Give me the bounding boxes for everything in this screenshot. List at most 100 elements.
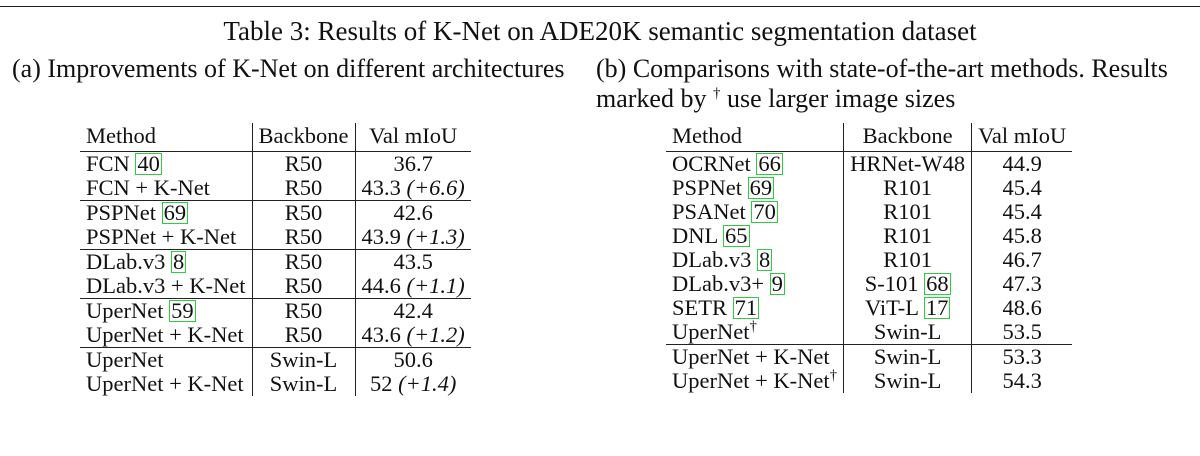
miou-value: 42.4 (393, 298, 433, 323)
method-name: UperNet (86, 298, 170, 323)
table-row: PSPNet 69 R101 45.4 (666, 176, 1072, 200)
miou-delta: (+1.1) (406, 273, 465, 298)
dagger-mark: † (749, 318, 757, 335)
miou-cell: 45.4 (1002, 175, 1042, 200)
backbone-name: Swin-L (873, 319, 942, 344)
method-name: DLab.v3 (86, 249, 171, 274)
backbone-cell: R50 (252, 176, 356, 201)
method-cell: PSPNet 69 (80, 200, 253, 225)
method-cell: DLab.v3+ 9 (666, 271, 845, 296)
miou-cell: 36.7 (355, 152, 471, 177)
backbone-cell: R50 (252, 323, 356, 348)
backbone-cell: R50 (252, 298, 356, 323)
table-row: PSPNet + K-Net R50 43.9 (+1.3) (80, 225, 471, 250)
table-b: Method Backbone Val mIoU OCRNet 66 HRNet-… (666, 123, 1073, 393)
backbone-cell: R50 (252, 249, 356, 274)
miou-value: 36.7 (393, 151, 433, 176)
table-row: UperNet + K-Net† Swin-L 54.3 (666, 368, 1072, 393)
method-cell: OCRNet 66 (666, 151, 845, 176)
miou-value: 43.6 (361, 322, 407, 347)
miou-cell: 53.3 (971, 344, 1073, 369)
backbone-name: R101 (883, 175, 933, 200)
subcaption-b-text: (b) Comparisons with state-of-the-art me… (596, 54, 1168, 113)
header-method: Method (666, 123, 845, 152)
miou-cell: 42.4 (355, 298, 471, 323)
miou-delta: (+6.6) (406, 175, 465, 200)
citation-link[interactable]: 9 (769, 271, 785, 296)
table-row: DLab.v3 + K-Net R50 44.6 (+1.1) (80, 274, 471, 299)
method-cell: PSPNet + K-Net (80, 224, 253, 250)
method-cell: UperNet + K-Net† (666, 368, 845, 393)
table-row: DLab.v3+ 9 S-101 68 47.3 (666, 272, 1072, 296)
citation-link[interactable]: 8 (756, 247, 773, 272)
miou-value: 52 (369, 371, 399, 396)
backbone-cell: R50 (252, 200, 356, 225)
citation-link[interactable]: 70 (751, 199, 778, 224)
backbone-name: Swin-L (873, 344, 942, 369)
top-rule (0, 0, 1200, 7)
backbone-cell: R101 (843, 248, 973, 272)
method-name: FCN (86, 151, 136, 176)
backbone-cell: R50 (252, 151, 356, 176)
dagger-mark: † (712, 85, 721, 102)
miou-cell: 45.4 (1002, 199, 1042, 224)
citation-link[interactable]: 40 (135, 151, 162, 176)
backbone-cell: Swin-L (843, 368, 973, 393)
miou-cell: 43.5 (355, 249, 471, 274)
table-row: FCN + K-Net R50 43.3 (+6.6) (80, 176, 471, 201)
citation-link[interactable]: 68 (924, 271, 951, 296)
method-name: PSPNet + K-Net (86, 224, 237, 249)
table-row: UperNet† Swin-L 53.5 (666, 318, 1072, 345)
method-name: PSPNet (86, 200, 162, 225)
miou-cell: 48.6 (1002, 295, 1042, 320)
miou-cell: 54.3 (1002, 368, 1042, 393)
table-row: UperNet + K-Net Swin-L 53.3 (666, 344, 1073, 369)
header-method: Method (80, 123, 253, 152)
citation-link[interactable]: 71 (732, 295, 760, 320)
miou-value: 43.9 (361, 224, 407, 249)
method-cell: FCN 40 (80, 151, 253, 176)
method-name: SETR (672, 295, 733, 320)
miou-cell: 44.6 (+1.1) (355, 274, 471, 299)
method-name: DNL (672, 223, 724, 248)
miou-delta: (+1.3) (406, 224, 465, 249)
backbone-cell: ViT-L 17 (843, 295, 973, 320)
citation-link[interactable]: 8 (170, 249, 187, 274)
table-row: OCRNet 66 HRNet-W48 44.9 (666, 151, 1072, 176)
method-cell: SETR 71 (666, 295, 845, 320)
method-name: UperNet + K-Net (86, 322, 244, 347)
miou-value: 42.6 (393, 200, 433, 225)
backbone-cell: R101 (843, 200, 973, 224)
miou-cell: 43.9 (+1.3) (355, 225, 471, 250)
miou-value: 50.6 (393, 347, 433, 372)
backbone-cell: R101 (843, 223, 973, 248)
miou-cell: 44.9 (1002, 151, 1042, 176)
method-cell: UperNet + K-Net (80, 322, 253, 348)
miou-cell: 47.3 (1002, 271, 1042, 296)
method-name: OCRNet (672, 151, 757, 176)
citation-link[interactable]: 17 (923, 295, 951, 320)
table-a-body: FCN 40 R50 36.7 FCN + K-Net R50 43.3 (+6.6) PS… (80, 151, 471, 396)
table-a: Method Backbone Val mIoU FCN 40 R50 36.7 FC… (80, 123, 471, 396)
citation-link[interactable]: 59 (169, 298, 196, 323)
citation-link[interactable]: 69 (161, 200, 189, 225)
citation-link[interactable]: 69 (747, 175, 775, 200)
table-row: DLab.v3 8 R50 43.5 (80, 249, 471, 274)
backbone-name: R101 (883, 223, 933, 248)
method-name: PSANet (672, 199, 752, 224)
table-row: UperNet + K-Net Swin-L 52 (+1.4) (80, 372, 471, 396)
miou-cell: 45.8 (1002, 223, 1042, 248)
method-cell: DLab.v3 8 (80, 249, 253, 274)
citation-link[interactable]: 66 (756, 151, 783, 176)
method-name: UperNet + K-Net (672, 368, 830, 393)
table-row: SETR 71 ViT-L 17 48.6 (666, 296, 1072, 320)
miou-delta: (+1.4) (398, 371, 457, 396)
method-cell: UperNet (80, 347, 253, 372)
method-cell: PSPNet 69 (666, 175, 845, 200)
header-miou: Val mIoU (978, 123, 1067, 148)
backbone-name: Swin-L (873, 368, 942, 393)
citation-link[interactable]: 65 (723, 223, 750, 248)
method-cell: UperNet + K-Net (666, 344, 845, 369)
backbone-cell: R101 (843, 175, 973, 200)
backbone-name: S-101 (864, 271, 925, 296)
